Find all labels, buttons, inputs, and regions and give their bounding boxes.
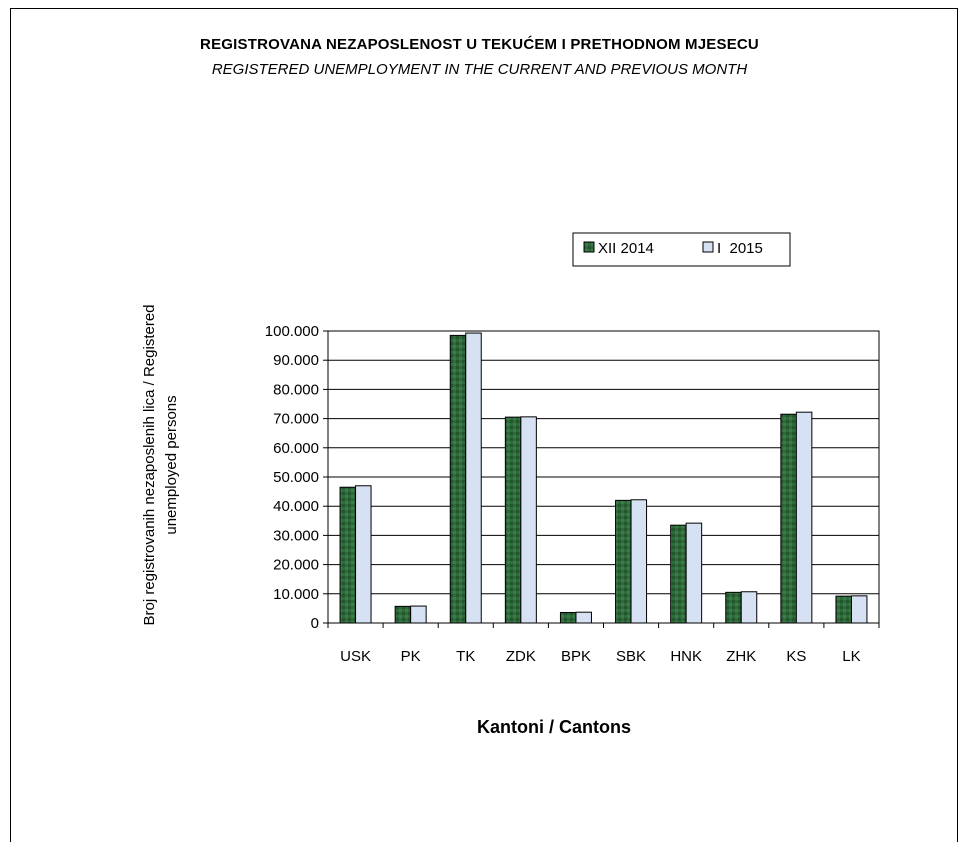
y-tick-labels: 0 10.000 20.000 30.000 40.000 50.000 60.000 70.…: [265, 323, 319, 632]
chart-frame: [10, 8, 958, 842]
bar-usk-series-1: [339, 486, 357, 624]
x-tick-label: ZHK: [726, 648, 756, 665]
x-tick-label: ZDK: [506, 648, 536, 665]
y-tick-label: 90.000: [273, 352, 319, 369]
x-tick-label: LK: [842, 648, 860, 665]
bar-zhk-series-1: [725, 591, 742, 624]
chart-subtitle: REGISTERED UNEMPLOYMENT IN THE CURRENT A…: [211, 61, 748, 78]
bar-ks-series-1: [780, 413, 797, 624]
legend-label-i-2015: I 2015: [717, 240, 763, 257]
x-tick-label: TK: [456, 648, 475, 665]
bar-usk-series-2: [355, 485, 372, 624]
bar-lk-series-1: [835, 595, 852, 624]
y-tick-label: 20.000: [273, 557, 319, 574]
bars: [339, 332, 868, 624]
bar-bpk-series-1: [559, 611, 577, 624]
x-tick-label: USK: [340, 648, 371, 665]
y-tick-label: 40.000: [273, 498, 319, 515]
y-tick-label: 50.000: [273, 469, 319, 486]
legend-label-xii-2014: XII 2014: [598, 240, 654, 257]
x-axis-label: Kantoni / Cantons: [477, 717, 631, 737]
y-tick-label: 10.000: [273, 586, 319, 603]
y-axis-label-line2: unemployed persons: [163, 395, 180, 534]
legend-box: [572, 232, 791, 267]
bar-hnk-series-1: [670, 524, 687, 624]
y-axis-label-line1: Broj registrovanih nezaposlenih lica / R…: [141, 304, 158, 625]
bar-pk-series-2: [410, 605, 427, 624]
legend: XII 2014 I 2015: [572, 232, 791, 267]
bar-bpk-series-2: [575, 611, 592, 624]
y-tick-label: 80.000: [273, 381, 319, 398]
bar-hnk-series-2: [685, 522, 703, 624]
bar-ks-series-2: [795, 411, 813, 624]
x-tick-label: SBK: [616, 648, 646, 665]
y-tick-label: 100.000: [265, 323, 319, 340]
bar-zhk-series-2: [740, 591, 758, 624]
axes: [323, 330, 880, 628]
legend-swatch-i-2015: [702, 241, 714, 253]
x-tick-label: BPK: [561, 648, 591, 665]
legend-swatch-xii-2014: [583, 241, 595, 253]
y-tick-label: 30.000: [273, 527, 319, 544]
bar-tk-series-1: [449, 334, 467, 624]
bar-tk-series-2: [465, 332, 482, 624]
x-tick-label: KS: [786, 648, 806, 665]
y-tick-label: 70.000: [273, 411, 319, 428]
chart-title: REGISTROVANA NEZAPOSLENOST U TEKUĆEM I P…: [200, 36, 759, 53]
y-tick-label: 0: [311, 615, 319, 632]
x-tick-label: HNK: [670, 648, 702, 665]
bar-pk-series-1: [394, 605, 412, 624]
bar-zdk-series-2: [520, 416, 537, 624]
bar-sbk-series-2: [630, 499, 648, 624]
x-tick-labels: USK PK TK ZDK BPK SBK HNK ZHK KS LK: [340, 648, 861, 665]
bar-lk-series-2: [850, 595, 868, 624]
bar-sbk-series-1: [615, 499, 632, 624]
y-tick-label: 60.000: [273, 440, 319, 457]
x-tick-label: PK: [401, 648, 421, 665]
bar-zdk-series-1: [504, 416, 522, 624]
